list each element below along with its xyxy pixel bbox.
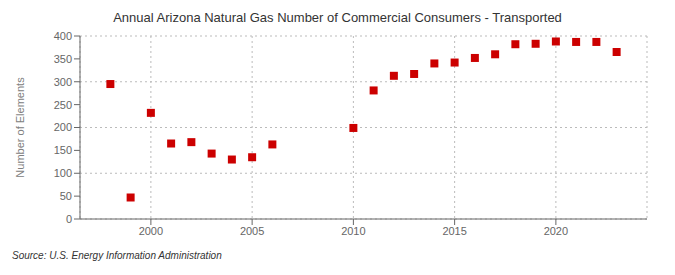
svg-text:2005: 2005 — [240, 225, 264, 237]
svg-text:2020: 2020 — [544, 225, 568, 237]
svg-text:400: 400 — [54, 30, 72, 42]
svg-text:250: 250 — [54, 99, 72, 111]
html-text:Annual Arizona Natural Gas Num: Annual Arizona Natural Gas Number of Com… — [113, 10, 562, 25]
html-text:Source: U.S. Energy Informatio: Source: U.S. Energy Information Administ… — [12, 250, 222, 261]
svg-text:300: 300 — [54, 76, 72, 88]
svg-text:350: 350 — [54, 53, 72, 65]
svg-text:2010: 2010 — [341, 225, 365, 237]
svg-text:100: 100 — [54, 167, 72, 179]
svg-text:50: 50 — [60, 190, 72, 202]
svg-text:2000: 2000 — [139, 225, 163, 237]
svg-text:200: 200 — [54, 121, 72, 133]
svg-text:2015: 2015 — [442, 225, 466, 237]
svg-text:Number of Elements: Number of Elements — [14, 77, 26, 178]
svg-text:150: 150 — [54, 144, 72, 156]
svg-text:0: 0 — [66, 213, 72, 225]
